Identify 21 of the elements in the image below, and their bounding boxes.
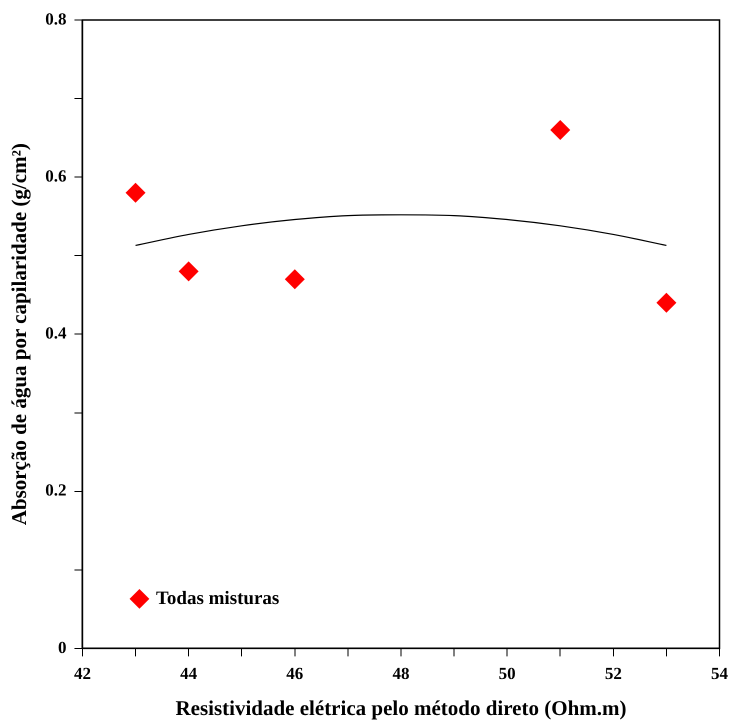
- line-series: [134, 214, 668, 246]
- x-tick-label: 52: [604, 664, 622, 683]
- x-tick-label: 42: [74, 664, 91, 683]
- y-tick-label: 0.4: [45, 324, 67, 343]
- point: [550, 120, 570, 140]
- x-tick-label: 44: [180, 664, 198, 683]
- y-tick-label: 0.2: [45, 480, 66, 500]
- y-tick-label: 0: [58, 638, 66, 657]
- y-axis-title: Absorção de água por capilaridade (g/cm²): [7, 143, 32, 526]
- point: [126, 182, 146, 203]
- y-tick-label: 0.8: [45, 9, 66, 28]
- x-tick-label: 54: [711, 664, 728, 683]
- x-axis-title: Resistividade elétrica pelo método direto (Ohm.m): [175, 696, 626, 720]
- x-tick-label: 46: [286, 664, 304, 683]
- x-tick-label: 50: [498, 664, 516, 683]
- point: [284, 269, 305, 290]
- point: [656, 292, 676, 313]
- legend-label: Todas misturas: [156, 588, 280, 609]
- point: [178, 261, 199, 282]
- y-tick-label: 0.6: [45, 166, 66, 186]
- x-tick-label: 48: [392, 664, 410, 683]
